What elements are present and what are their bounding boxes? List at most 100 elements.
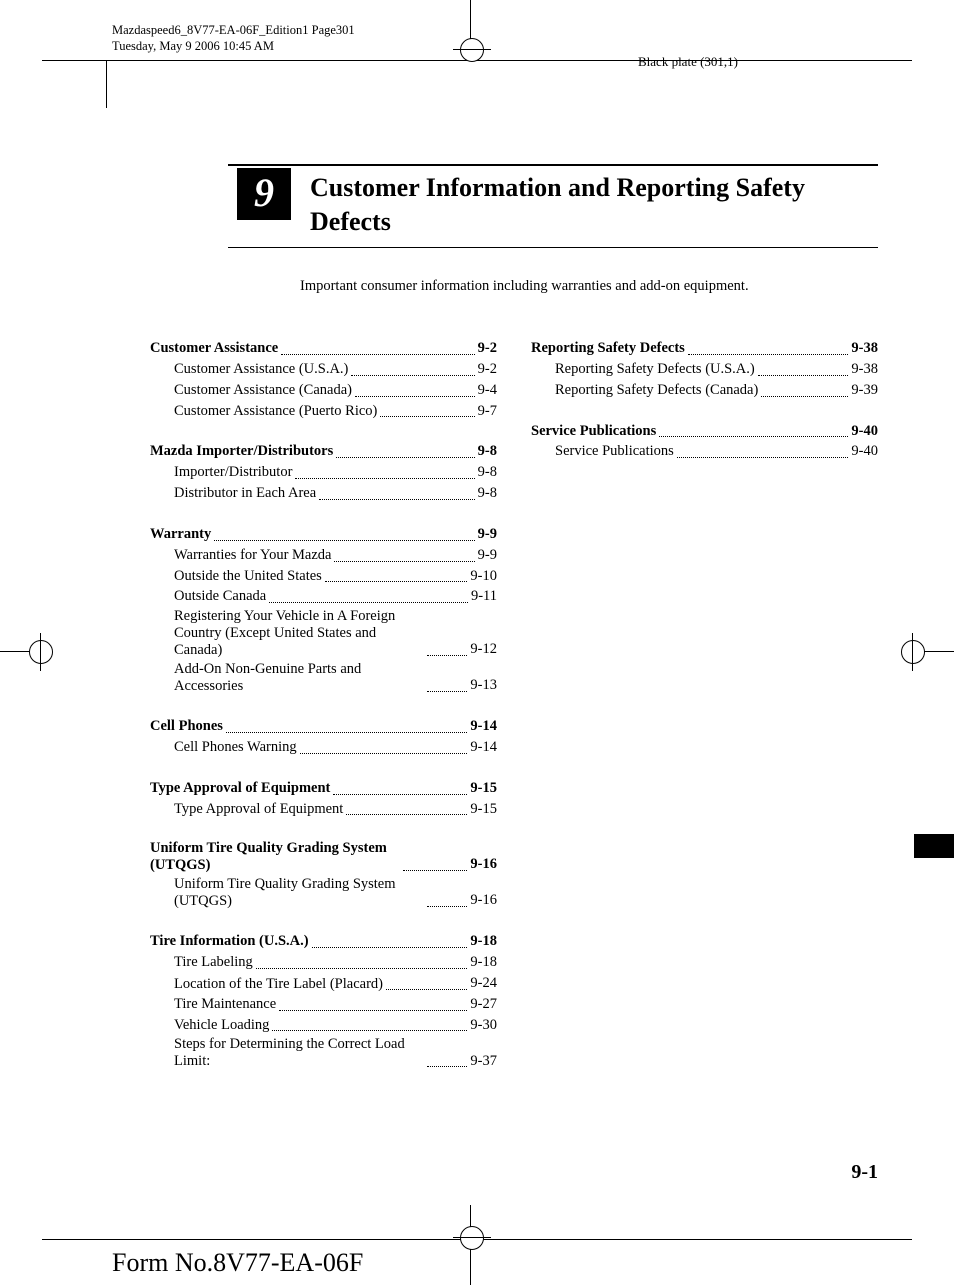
toc-label: Warranty — [150, 525, 211, 544]
crop-line — [106, 60, 107, 108]
toc-page: 9-11 — [471, 587, 497, 606]
toc-label: Steps for Determining the Correct Load L… — [174, 1036, 424, 1070]
toc-section: Cell Phones9-14 — [150, 717, 497, 736]
toc-section: Service Publications 9-40 — [531, 422, 878, 441]
toc-entry: Type Approval of Equipment9-15 — [150, 800, 497, 819]
toc-section: Mazda Importer/Distributors 9-8 — [150, 442, 497, 461]
toc-page: 9-40 — [851, 422, 878, 441]
toc-label: Service Publications — [531, 422, 656, 441]
toc-section: Type Approval of Equipment 9-15 — [150, 779, 497, 798]
leader-dots — [403, 870, 467, 871]
toc-label: Importer/Distributor — [174, 463, 292, 482]
print-header-file: Mazdaspeed6_8V77-EA-06F_Edition1 Page301 — [112, 22, 355, 38]
leader-dots — [346, 814, 467, 815]
form-number: Form No.8V77-EA-06F — [112, 1246, 363, 1280]
chapter-subtitle: Important consumer information including… — [300, 277, 749, 296]
leader-dots — [336, 457, 474, 458]
leader-dots — [312, 947, 468, 948]
toc-entry: Service Publications 9-40 — [531, 442, 878, 461]
leader-dots — [281, 354, 474, 355]
leader-dots — [295, 478, 474, 479]
leader-dots — [279, 1010, 467, 1011]
toc-label: Add-On Non-Genuine Parts and Accessories — [174, 661, 424, 695]
toc-entry: Registering Your Vehicle in A Foreign Co… — [150, 608, 497, 659]
toc-page: 9-38 — [851, 339, 878, 358]
leader-dots — [319, 499, 475, 500]
toc-page: 9-9 — [478, 546, 497, 565]
leader-dots — [214, 540, 474, 541]
toc-label: Mazda Importer/Distributors — [150, 442, 333, 461]
page: Mazdaspeed6_8V77-EA-06F_Edition1 Page301… — [0, 0, 954, 1285]
toc-page: 9-4 — [478, 381, 497, 400]
toc-entry: Add-On Non-Genuine Parts and Accessories… — [150, 661, 497, 695]
leader-dots — [386, 989, 467, 990]
toc-page: 9-14 — [470, 738, 497, 757]
leader-dots — [300, 753, 468, 754]
toc-section: Customer Assistance 9-2 — [150, 339, 497, 358]
toc-page: 9-16 — [470, 891, 497, 910]
toc-page: 9-39 — [851, 381, 878, 400]
toc-section: Warranty 9-9 — [150, 525, 497, 544]
toc-section: Tire Information (U.S.A.)9-18 — [150, 932, 497, 951]
toc-page: 9-8 — [478, 442, 497, 461]
toc-entry: Outside Canada 9-11 — [150, 587, 497, 606]
toc-entry: Reporting Safety Defects (U.S.A.)9-38 — [531, 360, 878, 379]
toc-page: 9-37 — [470, 1052, 497, 1071]
toc-entry: Distributor in Each Area 9-8 — [150, 484, 497, 503]
toc-label: Service Publications — [555, 442, 674, 461]
toc-page: 9-18 — [470, 932, 497, 951]
toc-label: Cell Phones — [150, 717, 223, 736]
leader-dots — [325, 581, 468, 582]
toc-page: 9-2 — [478, 360, 497, 379]
toc-page: 9-9 — [478, 525, 497, 544]
page-number: 9-1 — [851, 1159, 878, 1185]
leader-dots — [351, 375, 474, 376]
leader-dots — [427, 655, 467, 656]
toc-entry: Customer Assistance (Puerto Rico)9-7 — [150, 402, 497, 421]
leader-dots — [272, 1030, 467, 1031]
toc-label: Uniform Tire Quality Grading System (UTQ… — [150, 840, 400, 874]
toc-columns: Customer Assistance9-2Customer Assistanc… — [150, 335, 878, 1070]
toc-label: Reporting Safety Defects — [531, 339, 685, 358]
print-header-date: Tuesday, May 9 2006 10:45 AM — [112, 38, 274, 54]
leader-dots — [427, 906, 467, 907]
toc-page: 9-8 — [478, 484, 497, 503]
toc-page: 9-8 — [478, 463, 497, 482]
toc-entry: Warranties for Your Mazda9-9 — [150, 546, 497, 565]
toc-label: Type Approval of Equipment — [150, 779, 330, 798]
leader-dots — [761, 396, 848, 397]
toc-label: Type Approval of Equipment — [174, 800, 343, 819]
toc-label: Customer Assistance (Canada) — [174, 381, 352, 400]
toc-label: Customer Assistance — [150, 339, 278, 358]
registration-mark-icon — [901, 640, 925, 664]
toc-label: Distributor in Each Area — [174, 484, 316, 503]
leader-dots — [269, 602, 468, 603]
toc-page: 9-40 — [851, 442, 878, 461]
toc-page: 9-12 — [470, 640, 497, 659]
toc-label: Outside Canada — [174, 587, 266, 606]
toc-label: Customer Assistance (U.S.A.) — [174, 360, 348, 379]
toc-page: 9-30 — [470, 1016, 497, 1035]
leader-dots — [333, 794, 467, 795]
toc-label: Location of the Tire Label (Placard) — [174, 976, 383, 993]
leader-dots — [334, 561, 474, 562]
toc-page: 9-13 — [470, 676, 497, 695]
toc-entry: Vehicle Loading9-30 — [150, 1016, 497, 1035]
toc-label: Registering Your Vehicle in A Foreign Co… — [174, 608, 424, 659]
toc-right-column: Reporting Safety Defects9-38Reporting Sa… — [531, 335, 878, 1070]
toc-entry: Customer Assistance (Canada) 9-4 — [150, 381, 497, 400]
toc-entry: Reporting Safety Defects (Canada) 9-39 — [531, 381, 878, 400]
toc-entry: Uniform Tire Quality Grading System (UTQ… — [150, 876, 497, 910]
toc-label: Customer Assistance (Puerto Rico) — [174, 402, 377, 421]
toc-page: 9-15 — [470, 779, 497, 798]
print-plate-label: Black plate (301,1) — [638, 54, 738, 71]
toc-page: 9-38 — [851, 360, 878, 379]
leader-dots — [256, 968, 468, 969]
toc-label: Reporting Safety Defects (Canada) — [555, 381, 758, 400]
toc-label: Uniform Tire Quality Grading System (UTQ… — [174, 876, 424, 910]
registration-mark-icon — [460, 1226, 484, 1250]
toc-section: Uniform Tire Quality Grading System (UTQ… — [150, 840, 497, 874]
leader-dots — [226, 732, 468, 733]
toc-page: 9-2 — [478, 339, 497, 358]
chapter-title: Customer Information and Reporting Safet… — [310, 171, 878, 239]
